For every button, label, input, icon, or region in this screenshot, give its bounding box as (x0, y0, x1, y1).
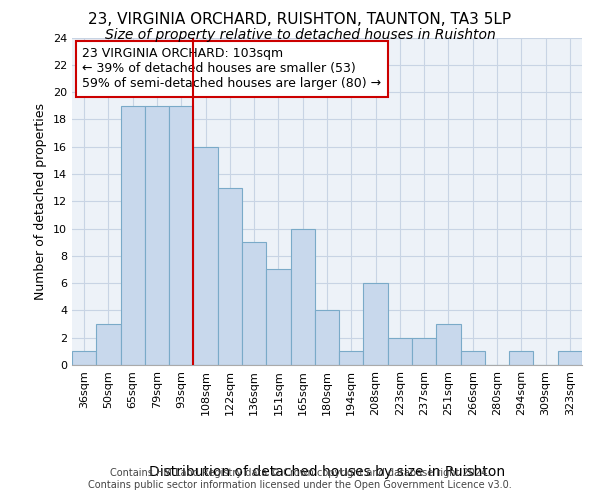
Text: Size of property relative to detached houses in Ruishton: Size of property relative to detached ho… (104, 28, 496, 42)
X-axis label: Distribution of detached houses by size in Ruishton: Distribution of detached houses by size … (149, 465, 505, 479)
Bar (169, 106, 193, 365)
Bar (290, 228, 315, 365)
Bar (388, 338, 412, 365)
Y-axis label: Number of detached properties: Number of detached properties (34, 103, 47, 300)
Bar (193, 146, 218, 365)
Bar (339, 352, 364, 365)
Bar (364, 283, 388, 365)
Bar (145, 106, 169, 365)
Text: 23 VIRGINIA ORCHARD: 103sqm
← 39% of detached houses are smaller (53)
59% of sem: 23 VIRGINIA ORCHARD: 103sqm ← 39% of det… (82, 48, 382, 90)
Bar (558, 352, 582, 365)
Bar (509, 352, 533, 365)
Bar (436, 324, 461, 365)
Bar (461, 352, 485, 365)
Bar (266, 270, 290, 365)
Text: Contains HM Land Registry data © Crown copyright and database right 2024.
Contai: Contains HM Land Registry data © Crown c… (88, 468, 512, 490)
Bar (315, 310, 339, 365)
Bar (218, 188, 242, 365)
Bar (72, 352, 96, 365)
Bar (121, 106, 145, 365)
Bar (242, 242, 266, 365)
Text: 23, VIRGINIA ORCHARD, RUISHTON, TAUNTON, TA3 5LP: 23, VIRGINIA ORCHARD, RUISHTON, TAUNTON,… (88, 12, 512, 28)
Bar (96, 324, 121, 365)
Bar (412, 338, 436, 365)
